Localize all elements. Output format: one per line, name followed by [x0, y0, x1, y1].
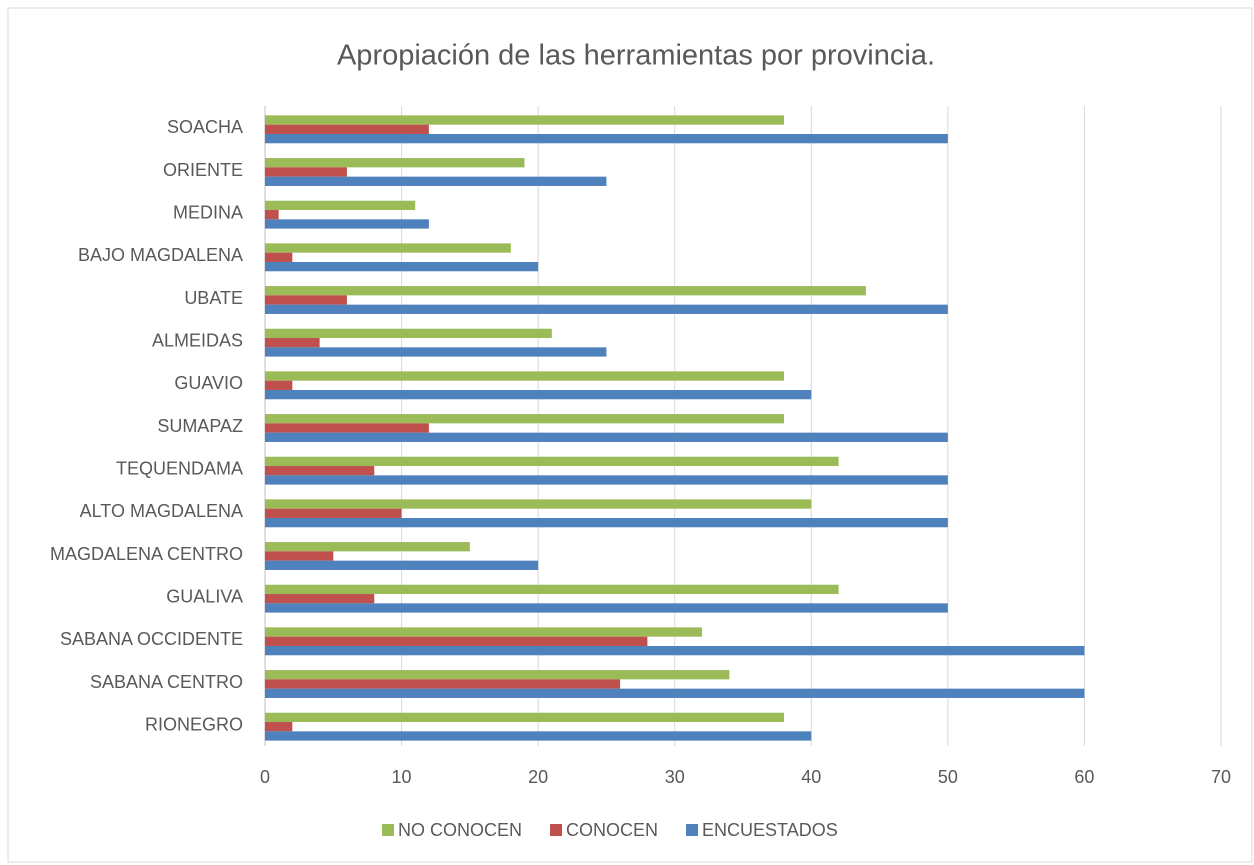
bar: [265, 731, 812, 741]
bar: [265, 219, 429, 229]
y-tick-label: RIONEGRO: [145, 714, 243, 734]
bar: [265, 133, 948, 144]
x-tick-label: 0: [260, 767, 270, 787]
x-tick-label: 60: [1074, 767, 1094, 787]
bar: [265, 475, 948, 485]
bar: [265, 252, 293, 262]
bar: [265, 338, 320, 348]
bar: [265, 304, 948, 314]
legend-label: ENCUESTADOS: [702, 820, 838, 840]
bar: [265, 603, 948, 613]
legend-swatch: [550, 824, 563, 836]
bar: [265, 158, 525, 168]
bar: [265, 200, 416, 211]
bar: [265, 499, 812, 509]
bar: [265, 456, 839, 467]
bar: [265, 712, 784, 723]
bar: [265, 423, 429, 433]
bar: [265, 508, 402, 518]
bar: [265, 328, 552, 339]
y-tick-label: SOACHA: [167, 117, 243, 137]
y-tick-label: SABANA CENTRO: [90, 672, 243, 692]
legend-label: NO CONOCEN: [398, 820, 522, 840]
bar: [265, 645, 1085, 656]
y-tick-label: SABANA OCCIDENTE: [60, 629, 243, 649]
y-tick-label: SUMAPAZ: [157, 416, 243, 436]
x-tick-label: 70: [1211, 767, 1231, 787]
bar: [265, 295, 347, 305]
chart-title: Apropiación de las herramientas por prov…: [337, 40, 935, 72]
bar: [265, 517, 948, 528]
y-tick-label: ALTO MAGDALENA: [80, 501, 243, 521]
x-tick-label: 10: [392, 767, 412, 787]
bar: [265, 432, 948, 442]
y-tick-label: TEQUENDAMA: [116, 458, 243, 478]
bar: [265, 243, 511, 253]
y-tick-label: ORIENTE: [163, 160, 243, 180]
bar: [265, 347, 607, 357]
x-tick-label: 30: [665, 767, 685, 787]
x-tick-label: 20: [528, 767, 548, 787]
y-tick-label: BAJO MAGDALENA: [78, 245, 243, 265]
bar: [265, 414, 784, 424]
bar: [265, 551, 334, 561]
y-tick-label: MEDINA: [173, 202, 243, 222]
x-tick-label: 40: [801, 767, 821, 787]
bar: [265, 286, 866, 296]
bar: [265, 124, 429, 134]
bar: [265, 371, 784, 381]
bar: [265, 176, 607, 186]
bar: [265, 670, 730, 680]
bar: [265, 542, 470, 552]
y-tick-label: UBATE: [184, 288, 243, 308]
x-tick-label: 50: [938, 767, 958, 787]
legend-swatch: [686, 824, 699, 836]
bar: [265, 210, 279, 220]
legend-label: CONOCEN: [566, 820, 658, 840]
bar: [265, 688, 1085, 698]
bar: [265, 167, 347, 177]
bar: [265, 594, 375, 604]
bar: [265, 627, 703, 637]
bar: [265, 389, 812, 400]
bar: [265, 679, 621, 689]
bar: [265, 380, 293, 390]
bar: [265, 261, 539, 272]
bar: [265, 115, 784, 125]
y-tick-label: ALMEIDAS: [152, 330, 243, 350]
y-tick-label: GUALIVA: [166, 586, 243, 606]
y-tick-label: MAGDALENA CENTRO: [50, 544, 243, 564]
bar: [265, 560, 539, 570]
bar: [265, 636, 648, 646]
bar: [265, 584, 839, 595]
bar: [265, 466, 375, 476]
legend-swatch: [382, 824, 394, 836]
bar: [265, 722, 293, 732]
y-tick-label: GUAVIO: [174, 373, 243, 393]
